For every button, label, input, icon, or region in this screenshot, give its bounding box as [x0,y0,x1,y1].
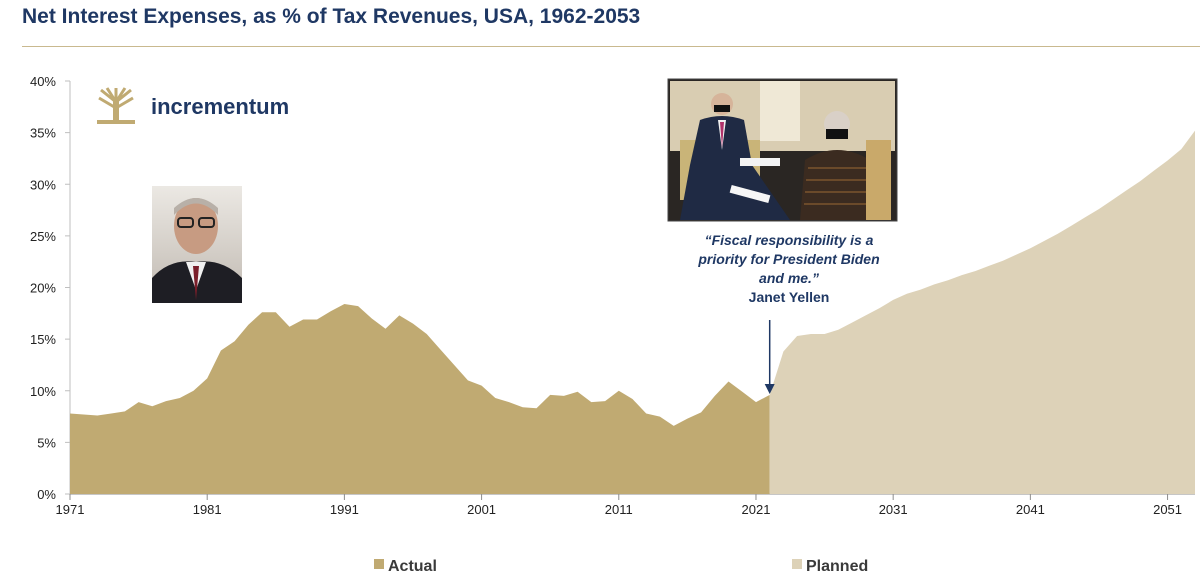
quote-attribution: Janet Yellen [749,289,830,305]
x-tick-label: 2051 [1153,502,1182,517]
x-tick-label: 2041 [1016,502,1045,517]
y-tick-label: 30% [30,177,56,192]
y-axis: 0% 5% 10% 15% 20% 25% 30% 35% 40% [30,74,71,502]
x-tick-label: 1991 [330,502,359,517]
y-tick-label: 0% [37,487,56,502]
title-divider [22,46,1200,47]
y-tick-label: 40% [30,74,56,89]
legend-swatch-actual [374,559,384,569]
y-tick-label: 10% [30,384,56,399]
x-tick-label: 2021 [742,502,771,517]
incrementum-logo: incrementum [97,87,289,124]
x-tick-label: 2011 [605,502,633,517]
y-tick-label: 15% [30,332,56,347]
x-tick-label: 1971 [56,502,85,517]
y-tick-label: 35% [30,126,56,141]
photo-biden-yellen [667,78,898,222]
y-tick-label: 20% [30,281,56,296]
x-tick-label: 2031 [879,502,908,517]
area-series-actual [70,304,770,494]
portrait-photo-volcker [152,186,242,303]
legend-swatch-planned [792,559,802,569]
x-tick-label: 1981 [193,502,222,517]
series-areas [70,130,1195,494]
quote-annotation: “Fiscal responsibility is a priority for… [697,232,880,394]
legend-label-planned: Planned [806,558,868,575]
x-tick-label: 2001 [467,502,496,517]
area-series-planned [769,130,1195,494]
annotation-arrowhead [764,384,775,394]
quote-line-2: priority for President Biden [697,251,879,267]
y-tick-label: 5% [37,435,56,450]
y-tick-label: 25% [30,229,56,244]
tree-icon [97,87,135,124]
x-axis: 1971 1981 1991 2001 2011 2021 2031 2041 2051 [56,493,1195,517]
quote-line-3: and me.” [759,270,819,286]
quote-line-1: “Fiscal responsibility is a [705,232,874,248]
legend-label-actual: Actual [388,558,437,575]
legend: Actual Planned [374,558,868,575]
logo-text: incrementum [151,94,289,119]
chart-title: Net Interest Expenses, as % of Tax Reven… [22,5,641,28]
